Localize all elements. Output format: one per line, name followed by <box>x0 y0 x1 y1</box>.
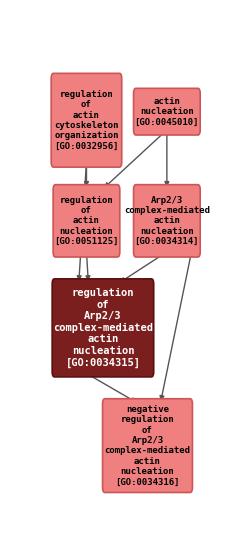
Text: negative
regulation
of
Arp2/3
complex-mediated
actin
nucleation
[GO:0034316]: negative regulation of Arp2/3 complex-me… <box>104 405 190 486</box>
FancyBboxPatch shape <box>53 185 120 257</box>
FancyBboxPatch shape <box>134 88 200 135</box>
Text: actin
nucleation
[GO:0045010]: actin nucleation [GO:0045010] <box>134 97 199 127</box>
FancyBboxPatch shape <box>102 399 192 493</box>
FancyBboxPatch shape <box>134 185 200 257</box>
Text: Arp2/3
complex-mediated
actin
nucleation
[GO:0034314]: Arp2/3 complex-mediated actin nucleation… <box>124 196 210 246</box>
Text: regulation
of
actin
nucleation
[GO:0051125]: regulation of actin nucleation [GO:00511… <box>54 196 119 246</box>
FancyBboxPatch shape <box>51 73 122 167</box>
Text: regulation
of
Arp2/3
complex-mediated
actin
nucleation
[GO:0034315]: regulation of Arp2/3 complex-mediated ac… <box>53 288 153 368</box>
FancyBboxPatch shape <box>52 279 154 377</box>
Text: regulation
of
actin
cytoskeleton
organization
[GO:0032956]: regulation of actin cytoskeleton organiz… <box>54 90 119 151</box>
